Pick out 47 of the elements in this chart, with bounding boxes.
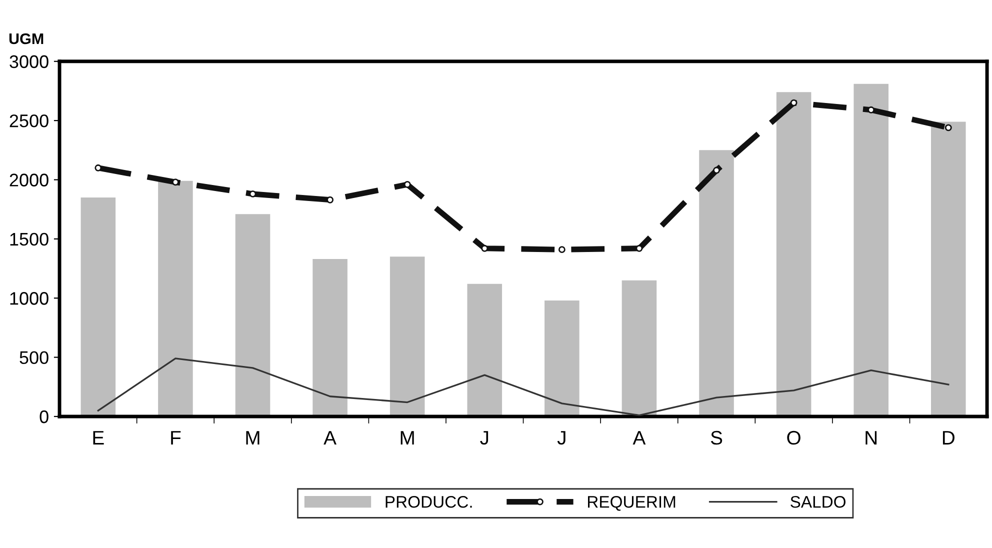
y-tick-label: 1500 — [10, 232, 48, 246]
x-tick-label: S — [710, 430, 722, 445]
bar — [467, 284, 502, 416]
bar — [312, 259, 348, 416]
y-tick-label: 0 — [40, 410, 48, 424]
point — [713, 166, 720, 174]
point — [172, 178, 179, 186]
y-tick-label: 500 — [20, 351, 48, 364]
point — [944, 124, 952, 132]
point — [558, 246, 566, 254]
bar — [390, 256, 425, 416]
x-tick-label: J — [557, 431, 566, 445]
point — [868, 106, 875, 114]
y-tick-label: 2500 — [10, 114, 48, 128]
x-tick-label: E — [93, 431, 104, 444]
legend-label: SALDO — [790, 496, 846, 508]
bar — [854, 84, 888, 416]
y-tick-label: 2000 — [10, 174, 48, 186]
point — [790, 99, 798, 106]
legend-label: REQUERIM — [588, 496, 676, 511]
x-tick-label: M — [246, 431, 260, 444]
point — [404, 181, 411, 188]
x-tick-label: F — [171, 431, 181, 444]
x-tick-label: M — [400, 431, 414, 444]
x-tick-label: A — [324, 431, 336, 444]
point — [326, 196, 334, 204]
legend-label: PRODUCC. — [386, 496, 472, 508]
x-tick-label: A — [632, 431, 646, 444]
point — [636, 244, 643, 252]
point — [94, 164, 102, 172]
bar — [699, 150, 734, 416]
x-tick-label: J — [480, 431, 488, 445]
line-series — [97, 358, 950, 416]
bar — [544, 300, 580, 416]
x-tick-label: N — [866, 431, 877, 444]
bar — [776, 92, 812, 416]
bar — [158, 180, 193, 416]
y-tick-label: 3000 — [10, 55, 48, 68]
bar — [622, 280, 657, 416]
y-axis-title: UGM — [9, 33, 44, 44]
bar — [80, 198, 116, 416]
bar — [235, 214, 270, 416]
x-tick-label: D — [942, 431, 954, 444]
x-tick-label: O — [787, 430, 800, 445]
point — [249, 190, 256, 198]
y-tick-label: 1000 — [10, 292, 48, 305]
bar — [931, 122, 966, 416]
